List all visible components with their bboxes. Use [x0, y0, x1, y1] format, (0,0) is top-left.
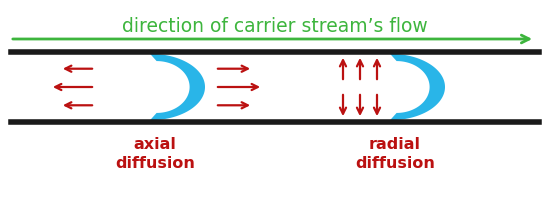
- Polygon shape: [390, 54, 445, 120]
- Text: axial
diffusion: axial diffusion: [115, 137, 195, 171]
- Text: direction of carrier stream’s flow: direction of carrier stream’s flow: [122, 17, 428, 36]
- Text: radial
diffusion: radial diffusion: [355, 137, 435, 171]
- Polygon shape: [150, 54, 205, 120]
